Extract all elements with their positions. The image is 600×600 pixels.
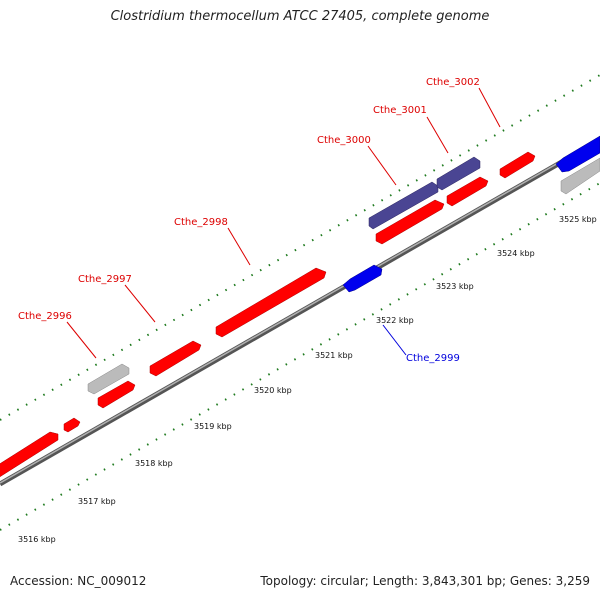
gene-arrow[interactable] [555,135,600,173]
gene-label-cthe-2996[interactable]: Cthe_2996 [18,311,72,322]
gene-block[interactable] [560,157,600,195]
kbp-label: 3522 kbp [376,316,414,325]
kbp-label: 3525 kbp [559,215,597,224]
kbp-label: 3516 kbp [18,535,56,544]
outer-tick-row [0,74,600,421]
kbp-label: 3517 kbp [78,497,116,506]
kbp-label: 3518 kbp [135,459,173,468]
gene-arrow[interactable] [0,431,59,478]
gene-arrow[interactable] [215,267,327,338]
gene-arrow[interactable] [375,199,445,245]
highlight-genes [368,156,481,230]
gene-block[interactable] [368,181,439,230]
gene-block[interactable] [436,156,481,191]
gene-label-cthe-3000[interactable]: Cthe_3000 [317,135,371,146]
kbp-label: 3521 kbp [315,351,353,360]
gene-block[interactable] [87,363,130,395]
gene-arrow[interactable] [499,151,536,179]
gene-labels: Cthe_2996 Cthe_2997 Cthe_2998 Cthe_2999 … [18,77,480,364]
kbp-label: 3523 kbp [436,282,474,291]
gene-arrow[interactable] [149,340,202,377]
gene-label-cthe-3002[interactable]: Cthe_3002 [426,77,480,88]
accession-label: Accession: NC_009012 [10,574,147,588]
grey-genes [87,157,600,395]
map-title: Clostridium thermocellum ATCC 27405, com… [110,9,490,24]
kbp-label: 3524 kbp [497,249,535,258]
genome-stats-label: Topology: circular; Length: 3,843,301 bp… [260,574,590,588]
kbp-label: 3519 kbp [194,422,232,431]
gene-label-cthe-2999[interactable]: Cthe_2999 [406,353,460,364]
gene-arrow[interactable] [446,176,489,207]
gene-arrow[interactable] [342,264,383,293]
gene-label-cthe-2997[interactable]: Cthe_2997 [78,274,132,285]
kbp-labels: 3516 kbp 3517 kbp 3518 kbp 3519 kbp 3520… [18,215,597,544]
callout-lines [66,87,501,359]
forward-genes [0,151,536,478]
reverse-genes [342,135,600,293]
gene-arrow[interactable] [97,380,136,409]
inner-tick-row [0,182,600,531]
gene-arrow[interactable] [63,417,81,433]
gene-label-cthe-3001[interactable]: Cthe_3001 [373,105,427,116]
genome-backbone [0,137,600,487]
kbp-label: 3520 kbp [254,386,292,395]
gene-label-cthe-2998[interactable]: Cthe_2998 [174,217,228,228]
